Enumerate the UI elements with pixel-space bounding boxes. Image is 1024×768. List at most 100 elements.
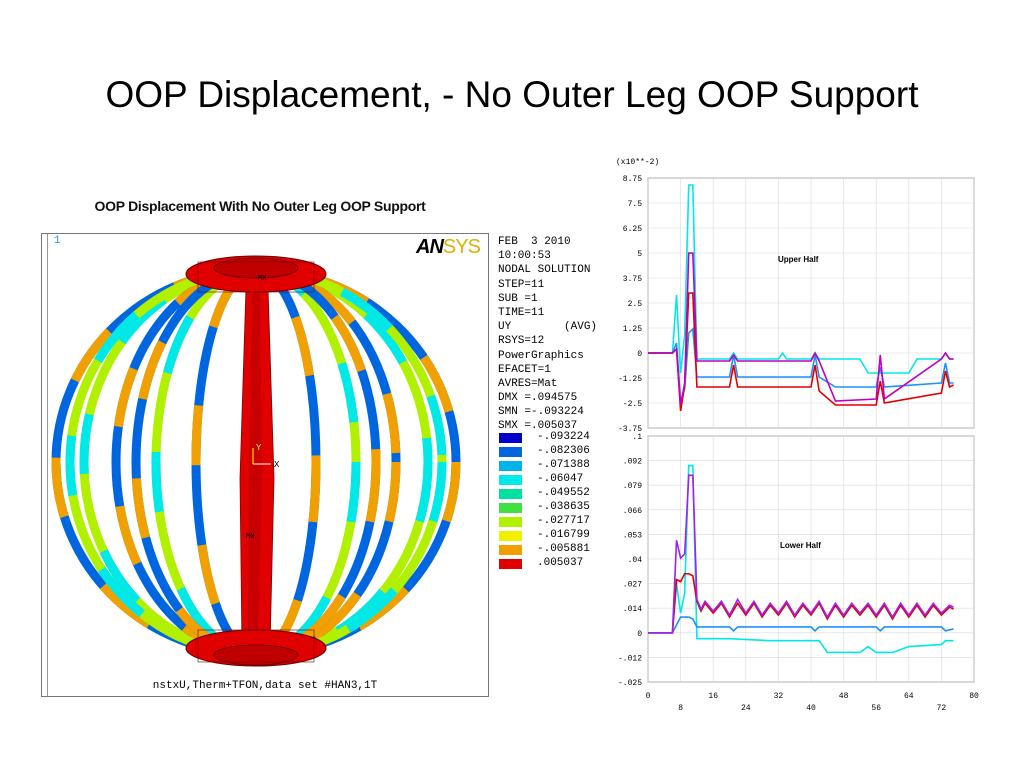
top-hub	[185, 255, 327, 293]
legend-label: -.016799	[537, 529, 590, 541]
y-tick-label: -.025	[618, 679, 642, 688]
legend-swatch	[499, 517, 522, 527]
lower-series	[648, 464, 954, 654]
legend-swatch	[499, 433, 522, 443]
legend-row: -.082306	[499, 445, 619, 459]
info-line: SMX =.005037	[498, 420, 578, 433]
coil-hoop-shade	[111, 265, 401, 659]
y-tick-label: .053	[623, 531, 642, 540]
legend-row: -.049552	[499, 487, 619, 501]
upper-y-ticks: 8.75 7.5 6.25 5 3.75 2.5 1.25 0 -1.25 -2.5 -3.75	[618, 175, 642, 434]
legend-row: -.06047	[499, 473, 619, 487]
logo-sys: SYS	[442, 236, 481, 258]
info-line: STEP=11	[498, 278, 545, 291]
x-tick-label: 0	[646, 692, 651, 701]
info-line: UY (AVG)	[498, 321, 598, 334]
y-tick-label: .027	[623, 581, 642, 590]
legend-row: -.093224	[499, 431, 619, 445]
info-line: NODAL SOLUTION	[498, 264, 591, 277]
info-line: FEB 3 2010	[498, 236, 571, 248]
x-tick-label: 24	[741, 704, 751, 713]
legend-row: .005037	[499, 557, 619, 571]
info-line: DMX =.094575	[498, 392, 578, 405]
legend-swatch	[499, 489, 522, 499]
legend-label: -.049552	[537, 487, 590, 499]
y-tick-label: 0	[637, 350, 642, 359]
series-line	[648, 184, 954, 374]
lower-x-ticks: 0 16 32 48 64 80 8 24 40 56 72	[646, 692, 979, 713]
solution-info: FEB 3 2010 10:00:53 NODAL SOLUTION STEP=11 S…	[498, 235, 597, 434]
y-tick-label: .04	[628, 556, 643, 565]
legend-label: -.038635	[537, 501, 590, 513]
legend-row: -.016799	[499, 529, 619, 543]
x-tick-label: 64	[904, 692, 914, 701]
legend-swatch	[499, 503, 522, 513]
axis-mn-label: MN	[246, 533, 254, 541]
x-tick-label: 48	[839, 692, 849, 701]
info-line: SUB =1	[498, 292, 538, 305]
series-line	[648, 572, 954, 634]
legend-label: -.027717	[537, 515, 590, 527]
info-line: 10:00:53	[498, 250, 551, 263]
coil-hoop-shade	[191, 265, 321, 659]
ansys-logo: ANSYS	[416, 236, 481, 259]
info-line: TIME=11	[498, 306, 545, 319]
lower-half-chart: .1 .092 .079 .066 .053 .04 .027 .014 0 -.012 -.025…	[618, 433, 979, 713]
x-tick-label: 40	[806, 704, 816, 713]
y-tick-label: .066	[623, 507, 642, 516]
x-tick-label: 80	[969, 692, 979, 701]
ansys-plot-panel: 1 ANSYS Y X MN MX nstxU,Therm+TFON,data …	[41, 233, 489, 697]
legend-row: -.071388	[499, 459, 619, 473]
y-tick-label: .014	[623, 605, 642, 614]
legend-swatch	[499, 447, 522, 457]
series-line	[648, 616, 954, 634]
y-tick-label: .1	[632, 433, 642, 442]
legend-swatch	[499, 475, 522, 485]
legend-swatch	[499, 531, 522, 541]
chart-multiplier: (x10**-2)	[616, 158, 659, 167]
y-tick-label: 8.75	[623, 175, 642, 184]
legend-row: -.027717	[499, 515, 619, 529]
y-tick-label: .092	[623, 458, 642, 467]
lower-y-ticks: .1 .092 .079 .066 .053 .04 .027 .014 0 -.012 -.025	[618, 433, 642, 688]
legend-row: -.005881	[499, 543, 619, 557]
legend-label: -.071388	[537, 459, 590, 471]
info-line: PowerGraphics	[498, 349, 584, 362]
y-tick-label: 7.5	[628, 200, 643, 209]
legend-label: -.06047	[537, 473, 584, 485]
center-column	[239, 287, 275, 649]
window-number: 1	[54, 235, 61, 247]
axis-x-label: X	[274, 460, 280, 470]
info-line: EFACET=1	[498, 363, 551, 376]
panel-divider	[47, 234, 48, 696]
y-tick-label: 5	[637, 250, 642, 259]
info-line: AVRES=Mat	[498, 377, 558, 390]
x-tick-label: 8	[678, 704, 683, 713]
legend-label: -.005881	[537, 543, 590, 555]
series-line	[648, 474, 954, 634]
y-tick-label: 6.25	[623, 225, 642, 234]
y-tick-label: 0	[637, 630, 642, 639]
legend-label: .005037	[537, 557, 584, 569]
upper-half-chart: (x10**-2) 8.75 7.5 6.25 5 3.75 2.5 1.25 0 -1.25 -…	[616, 158, 975, 434]
y-tick-label: -3.75	[618, 425, 642, 434]
y-tick-label: 1.25	[623, 325, 642, 334]
ansys-footer: nstxU,Therm+TFON,data set #HAN3,1T	[152, 680, 378, 692]
bottom-hub	[185, 629, 327, 667]
axis-mx-label: MX	[258, 275, 267, 283]
x-tick-label: 32	[774, 692, 784, 701]
legend-swatch	[499, 461, 522, 471]
axis-triad: Y X MN MX	[246, 275, 280, 541]
tf-coil-model: Y X MN MX	[51, 255, 461, 667]
x-tick-label: 16	[708, 692, 718, 701]
series-line	[648, 464, 954, 654]
x-tick-label: 56	[871, 704, 881, 713]
legend-label: -.093224	[537, 431, 590, 443]
info-line: SMN =-.093224	[498, 406, 584, 419]
legend-label: -.082306	[537, 445, 590, 457]
legend-swatch	[499, 559, 522, 569]
ansys-caption: OOP Displacement With No Outer Leg OOP S…	[94, 198, 426, 214]
upper-series	[648, 184, 954, 412]
y-tick-label: -.012	[618, 654, 642, 663]
slide-title: OOP Displacement, - No Outer Leg OOP Sup…	[105, 74, 919, 115]
